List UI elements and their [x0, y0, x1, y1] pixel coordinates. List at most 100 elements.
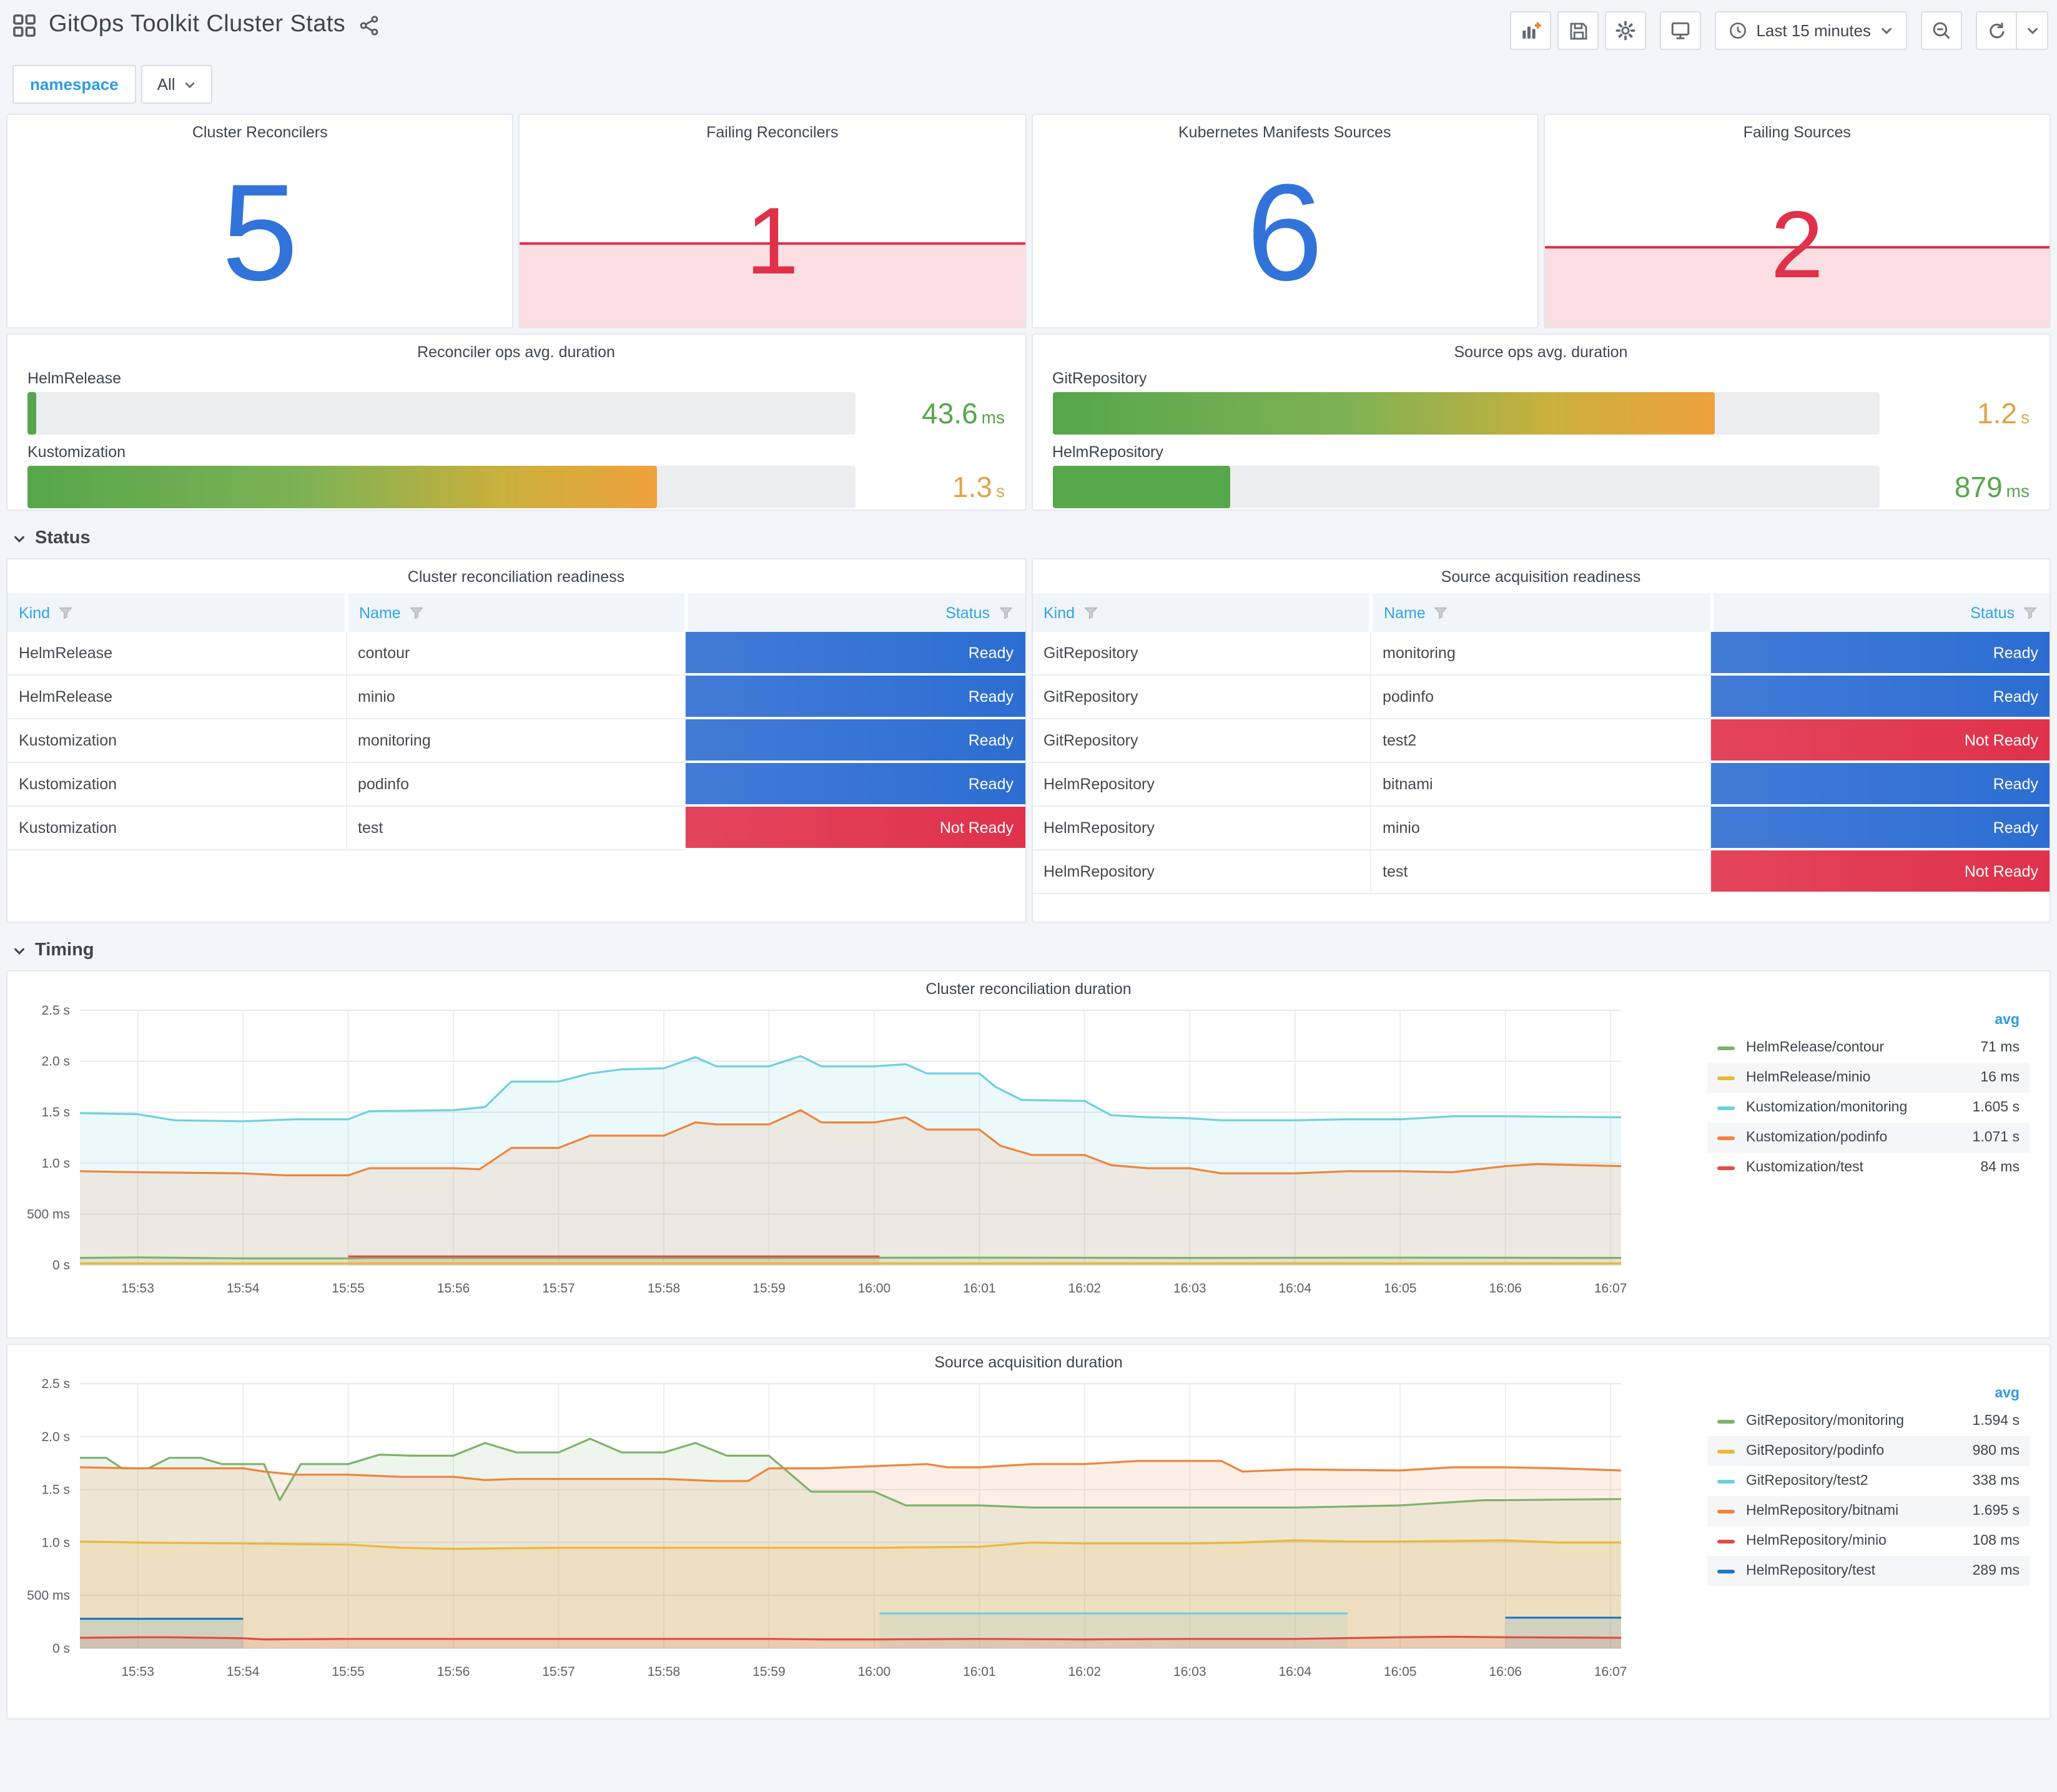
- table-panel-title[interactable]: Source acquisition readiness: [1441, 568, 1641, 586]
- bargauge-value-unit: ms: [2006, 480, 2030, 500]
- bargauge-panel-title[interactable]: Reconciler ops avg. duration: [417, 343, 615, 361]
- legend-series-name[interactable]: HelmRepository/minio: [1746, 1534, 1887, 1548]
- legend-series-name[interactable]: Kustomization/monitoring: [1746, 1100, 1908, 1115]
- legend-item[interactable]: Kustomization/monitoring 1.605 s: [1707, 1093, 2030, 1123]
- svg-text:15:59: 15:59: [752, 1665, 786, 1679]
- table-panel-title[interactable]: Cluster reconciliation readiness: [407, 568, 625, 586]
- table-cell: monitoring: [1371, 632, 1710, 676]
- svg-text:15:58: 15:58: [648, 1665, 681, 1679]
- legend-series-name[interactable]: Kustomization/podinfo: [1746, 1130, 1888, 1145]
- refresh-interval-chevron[interactable]: [2017, 11, 2048, 50]
- bargauge-value-number: 879: [1954, 470, 2003, 503]
- timeseries-panel-title[interactable]: Cluster reconciliation duration: [925, 980, 1132, 998]
- filter-funnel-icon[interactable]: [2022, 604, 2038, 621]
- filter-funnel-icon[interactable]: [1433, 604, 1449, 621]
- legend-series-name[interactable]: GitRepository/podinfo: [1746, 1444, 1885, 1459]
- stat-panel-title[interactable]: Failing Sources: [1743, 124, 1851, 141]
- time-range-picker[interactable]: Last 15 minutes: [1715, 11, 1907, 50]
- series-line: [79, 1109, 1622, 1176]
- table-row: HelmRelease minio Ready: [7, 676, 1025, 719]
- table-cell: Kustomization: [7, 719, 347, 763]
- svg-text:16:04: 16:04: [1278, 1281, 1311, 1296]
- legend-item[interactable]: Kustomization/test 84 ms: [1707, 1153, 2030, 1183]
- table-column-header[interactable]: Name: [1373, 593, 1709, 632]
- legend-item[interactable]: HelmRelease/contour 71 ms: [1707, 1033, 2030, 1063]
- table-column-header[interactable]: Name: [348, 593, 684, 632]
- bargauge-value: 43.6 ms: [875, 396, 1005, 430]
- table-column-header[interactable]: Kind: [7, 593, 344, 632]
- table-cell: monitoring: [347, 719, 686, 763]
- bargauge-panel: Reconciler ops avg. duration HelmRelease 4…: [6, 333, 1026, 511]
- legend-avg-header[interactable]: avg: [1995, 1386, 2020, 1401]
- svg-text:15:55: 15:55: [332, 1281, 365, 1296]
- table-column-label: Status: [1970, 604, 2015, 621]
- table-row: Kustomization monitoring Ready: [7, 719, 1025, 763]
- legend-series-name[interactable]: HelmRelease/contour: [1746, 1040, 1885, 1055]
- legend-series-name[interactable]: GitRepository/monitoring: [1746, 1414, 1905, 1429]
- legend-series-name[interactable]: HelmRelease/minio: [1746, 1070, 1871, 1085]
- svg-text:16:00: 16:00: [858, 1665, 891, 1679]
- stat-panel-title[interactable]: Failing Reconcilers: [706, 124, 839, 141]
- svg-text:16:01: 16:01: [963, 1665, 996, 1679]
- legend-item[interactable]: GitRepository/monitoring 1.594 s: [1707, 1406, 2030, 1436]
- table-column-header[interactable]: Status: [1713, 593, 2050, 632]
- stat-panel-title[interactable]: Cluster Reconcilers: [192, 124, 328, 141]
- share-icon[interactable]: [358, 14, 379, 36]
- filter-funnel-icon[interactable]: [57, 604, 74, 621]
- table-cell: HelmRepository: [1032, 850, 1371, 894]
- bargauge-track: [1052, 466, 1880, 508]
- legend-item[interactable]: HelmRelease/minio 16 ms: [1707, 1063, 2030, 1093]
- filter-funnel-icon[interactable]: [408, 604, 425, 621]
- stat-value: 2: [1770, 192, 1824, 299]
- variable-value-dropdown[interactable]: All: [141, 65, 213, 104]
- table-column-header[interactable]: Kind: [1032, 593, 1369, 632]
- save-dashboard-button[interactable]: [1557, 11, 1599, 50]
- add-panel-button[interactable]: [1510, 11, 1552, 50]
- svg-text:16:02: 16:02: [1068, 1665, 1102, 1679]
- apps-grid-icon[interactable]: [12, 13, 36, 37]
- timeseries-panel-title[interactable]: Source acquisition duration: [934, 1354, 1123, 1371]
- legend-item[interactable]: GitRepository/test2 338 ms: [1707, 1466, 2030, 1496]
- table-column-header[interactable]: Status: [688, 593, 1025, 632]
- legend-item[interactable]: HelmRepository/bitnami 1.695 s: [1707, 1496, 2030, 1526]
- legend-item[interactable]: GitRepository/podinfo 980 ms: [1707, 1436, 2030, 1466]
- legend-item[interactable]: HelmRepository/minio 108 ms: [1707, 1526, 2030, 1556]
- stat-value: 6: [1246, 156, 1323, 310]
- svg-text:16:07: 16:07: [1594, 1281, 1627, 1296]
- stat-panel: Failing Reconcilers 1: [518, 114, 1026, 328]
- table-column-label: Status: [945, 604, 990, 621]
- legend-series-name[interactable]: GitRepository/test2: [1746, 1474, 1868, 1489]
- cycle-view-button[interactable]: [1660, 11, 1702, 50]
- legend-series-name[interactable]: HelmRepository/bitnami: [1746, 1504, 1899, 1519]
- legend-item[interactable]: HelmRepository/test 289 ms: [1707, 1556, 2030, 1586]
- legend-avg-header[interactable]: avg: [1995, 1013, 2020, 1028]
- table-cell: GitRepository: [1032, 676, 1371, 719]
- legend-series-name[interactable]: Kustomization/test: [1746, 1160, 1863, 1175]
- stat-panel-title[interactable]: Kubernetes Manifests Sources: [1178, 124, 1391, 141]
- timeseries-plot: 0 s 500 ms 1.0 s 1.5 s 2.0 s 2.5 s 15:53 15:54 1…: [27, 1377, 1627, 1679]
- dashboard-settings-button[interactable]: [1605, 11, 1647, 50]
- table-cell: contour: [347, 632, 686, 676]
- table-row: Kustomization test Not Ready: [7, 807, 1025, 850]
- svg-text:16:06: 16:06: [1489, 1665, 1522, 1679]
- refresh-button[interactable]: [1976, 11, 2017, 50]
- legend-item[interactable]: Kustomization/podinfo 1.071 s: [1707, 1123, 2030, 1153]
- variable-selected-value: All: [157, 75, 175, 94]
- zoom-out-button[interactable]: [1921, 11, 1962, 50]
- legend-series-name[interactable]: HelmRepository/test: [1746, 1563, 1876, 1578]
- status-cell: Not Ready: [686, 807, 1025, 850]
- section-title: Status: [35, 528, 91, 548]
- toolbar: Last 15 minutes: [1510, 11, 2048, 50]
- svg-text:15:53: 15:53: [121, 1281, 154, 1296]
- table-row: HelmRepository minio Ready: [1032, 807, 2050, 850]
- legend-series-avg-value: 84 ms: [1980, 1160, 2020, 1175]
- section-timing[interactable]: Timing: [0, 928, 2057, 970]
- section-status[interactable]: Status: [0, 516, 2057, 558]
- svg-text:16:03: 16:03: [1173, 1665, 1206, 1679]
- bargauge-value: 1.2 s: [1900, 396, 2030, 430]
- bargauge-panel-title[interactable]: Source ops avg. duration: [1454, 343, 1628, 361]
- bargauge-row-label: HelmRelease: [27, 370, 122, 387]
- filter-funnel-icon[interactable]: [997, 604, 1014, 621]
- filter-funnel-icon[interactable]: [1082, 604, 1098, 621]
- legend-series-swatch: [1717, 1479, 1735, 1483]
